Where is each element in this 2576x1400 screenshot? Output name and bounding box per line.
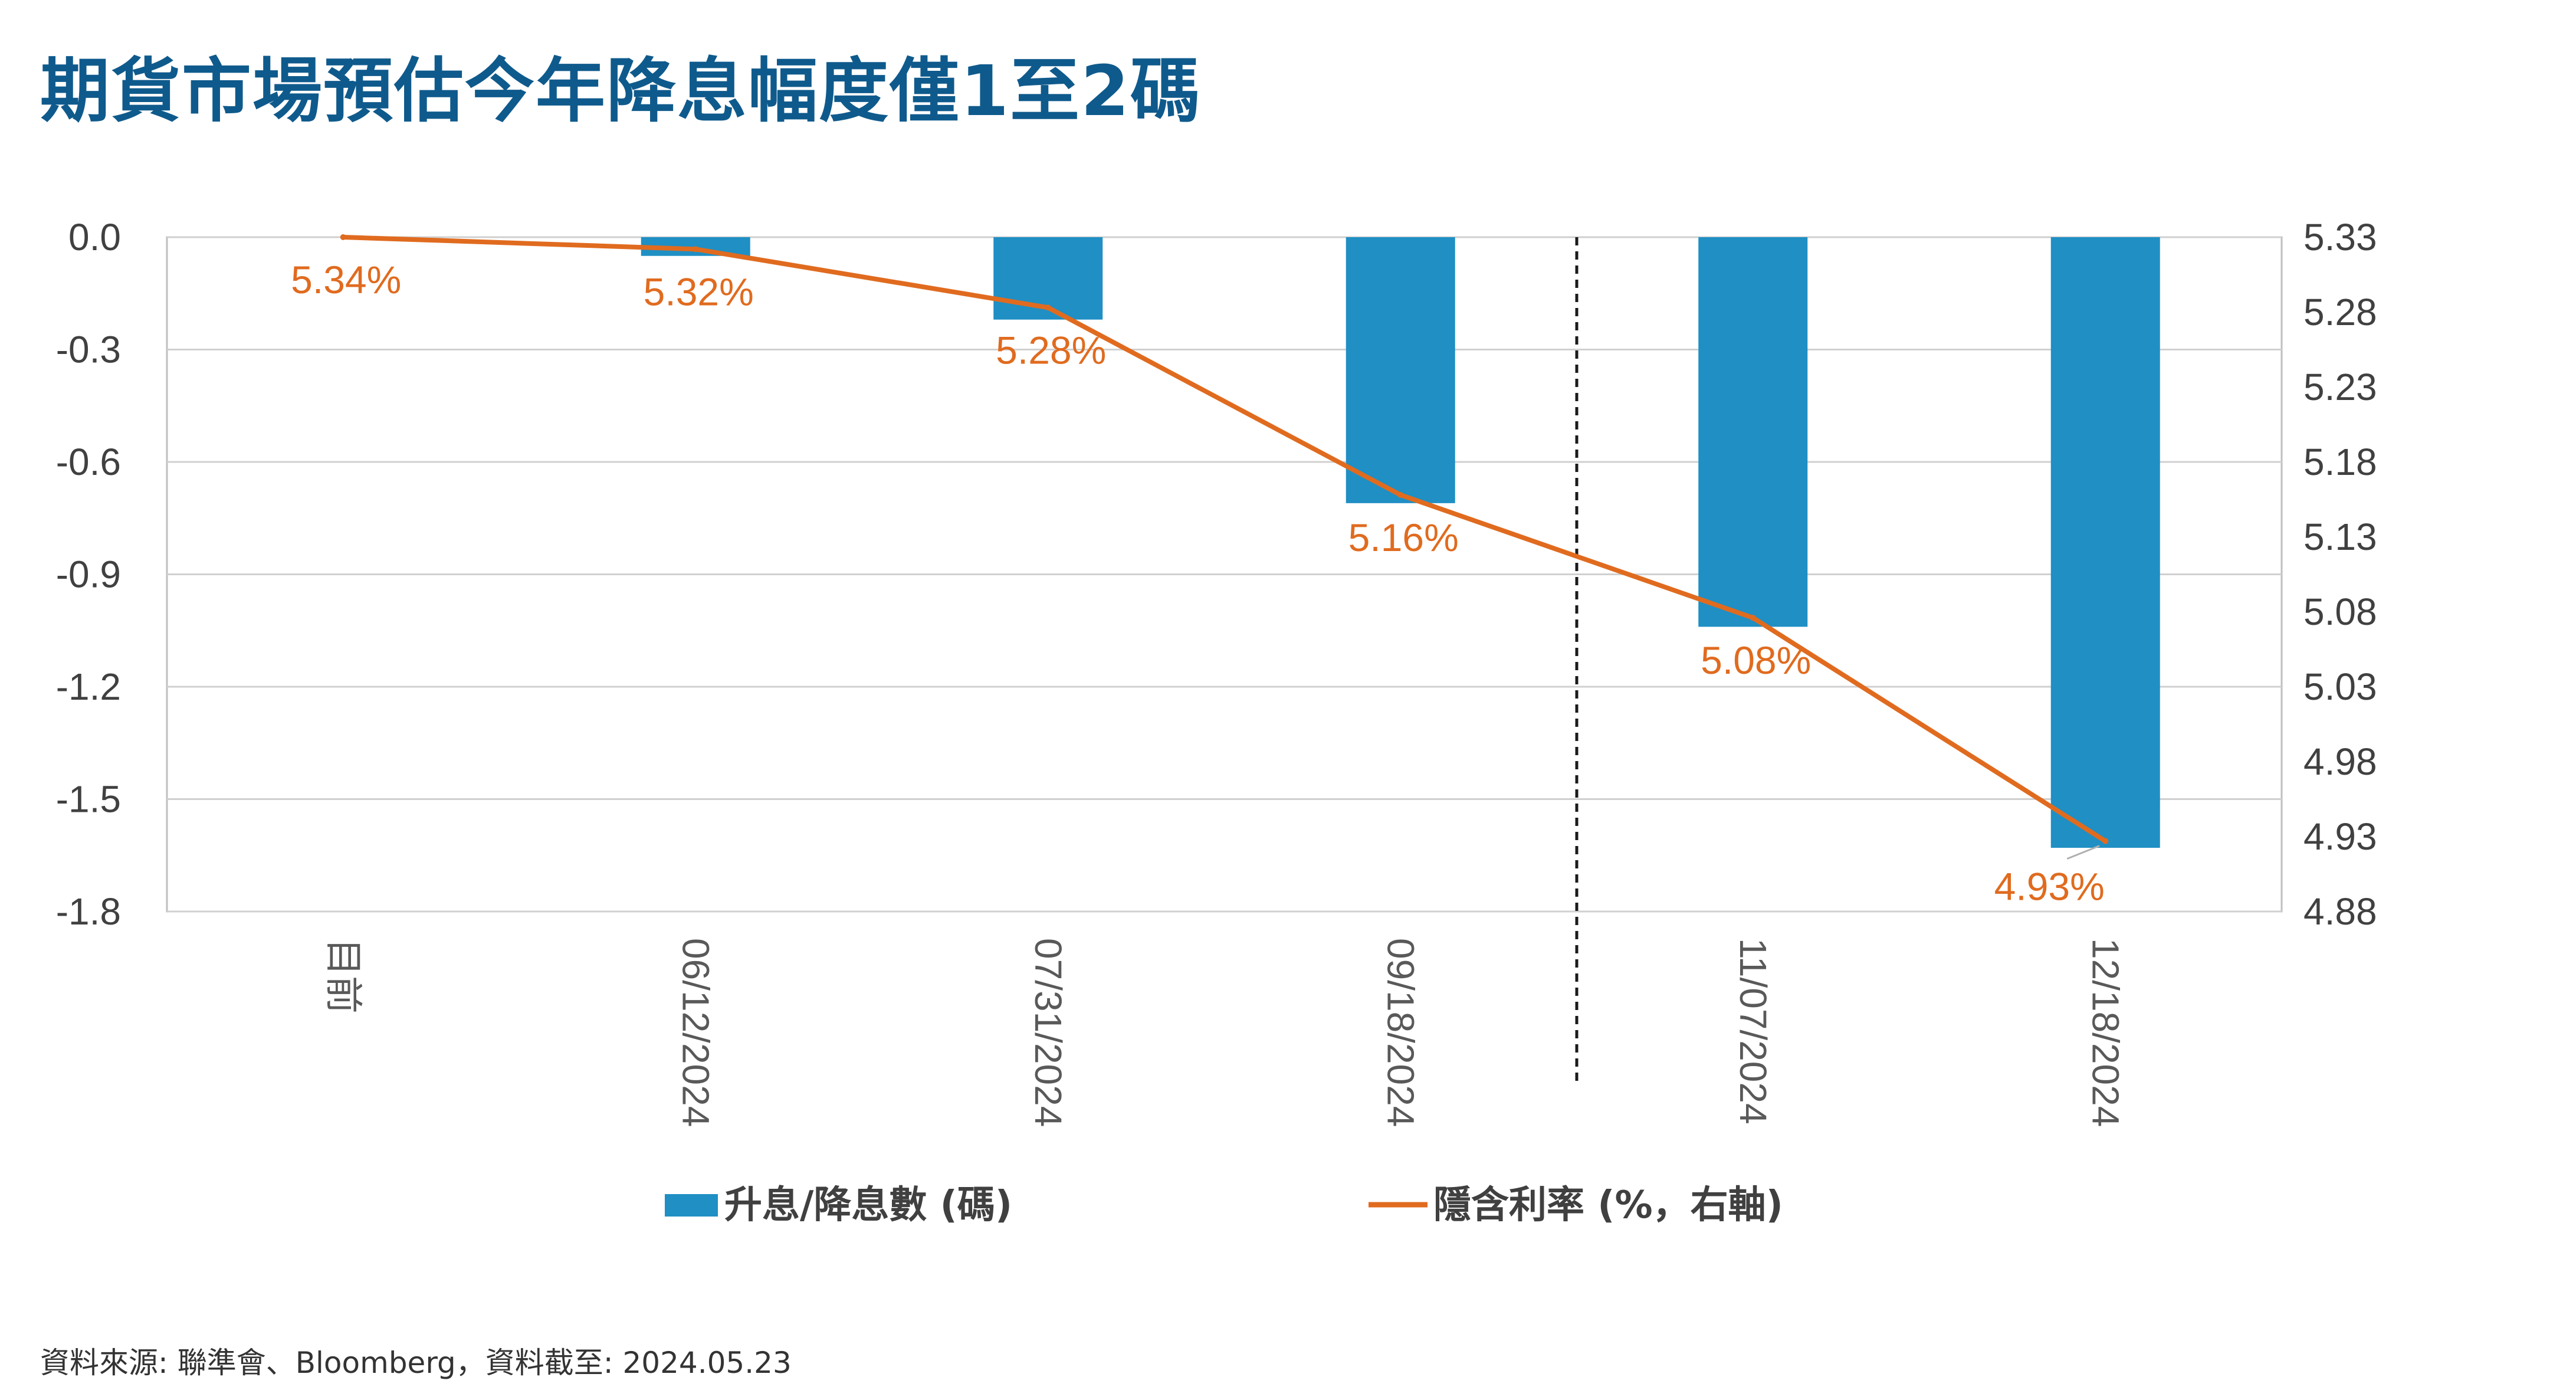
x-axis-tick-label: 11/07/2024 [1732,938,1774,1124]
left-axis-tick-label: -0.6 [56,441,121,483]
x-axis-tick-label: 目前 [322,938,365,1014]
right-axis-tick-label: 5.23 [2303,366,2377,408]
line-point-09/18/2024 [1397,491,1404,498]
data-label: 5.34% [291,258,401,301]
grid-layer [166,236,2283,913]
bar-09/18/2024 [1346,237,1455,503]
source-note: 資料來源: 聯準會、Bloomberg，資料截至: 2024.05.23 [40,1346,792,1380]
line-point-11/07/2024 [1750,615,1756,621]
right-axis-tick-label: 5.18 [2303,441,2377,483]
right-axis-tick-label: 4.88 [2303,890,2377,933]
data-labels: 5.34% 5.32% 5.28% 5.16% 5.08% 4.93% [291,258,2105,909]
left-axis-tick-label: 0.0 [68,216,121,258]
data-label: 5.16% [1348,516,1459,559]
bar-series [641,237,2160,848]
left-axis-tick-label: -1.2 [56,665,121,708]
line-point-12/18/2024 [2102,838,2109,844]
data-label: 4.93% [1994,865,2105,909]
line-point-目前 [340,234,346,240]
left-axis-tick-label: -1.5 [56,778,121,821]
x-axis-tick-label: 09/18/2024 [1379,938,1422,1127]
chart-title: 期貨市場預估今年降息幅度僅1至2碼 [40,50,1202,132]
legend-swatch-bars [665,1194,718,1217]
left-axis-tick-label: -1.8 [56,890,121,933]
bar-12/18/2024 [2050,237,2160,848]
legend-label-line: 隱含利率 (%，右軸) [1433,1183,1783,1227]
line-series [340,234,2109,844]
line-point-06/12/2024 [693,246,699,253]
left-axis-tick-label: -0.9 [56,553,121,596]
implied-rate-line [340,235,2108,844]
data-label-leader [2066,845,2100,860]
right-axis-tick-label: 5.28 [2303,291,2377,333]
right-axis-tick-label: 4.98 [2303,740,2377,783]
data-label: 5.32% [644,270,754,313]
left-axis-tick-label: -0.3 [56,329,121,371]
x-axis-tick-label: 06/12/2024 [674,938,717,1127]
right-axis-tick-label: 5.03 [2303,665,2377,708]
legend: 升息/降息數 (碼) 隱含利率 (%，右軸) [665,1183,1783,1227]
bar-11/07/2024 [1698,237,1808,627]
data-label: 5.28% [996,328,1106,372]
axis-layer: 0.0 -0.3 -0.6 -0.9 -1.2 -1.5 -1.8 5.33 5.28 5.23 5… [56,216,2377,1127]
line-point-07/31/2024 [1045,304,1051,311]
right-axis-tick-label: 5.33 [2303,216,2377,258]
x-axis-tick-label: 07/31/2024 [1027,938,1069,1127]
legend-label-bars: 升息/降息數 (碼) [724,1183,1012,1227]
right-axis-tick-label: 5.13 [2303,516,2377,558]
right-axis-tick-label: 5.08 [2303,591,2377,633]
right-axis-tick-label: 4.93 [2303,815,2377,858]
x-axis-tick-label: 12/18/2024 [2084,938,2127,1127]
data-label: 5.08% [1701,638,1811,682]
